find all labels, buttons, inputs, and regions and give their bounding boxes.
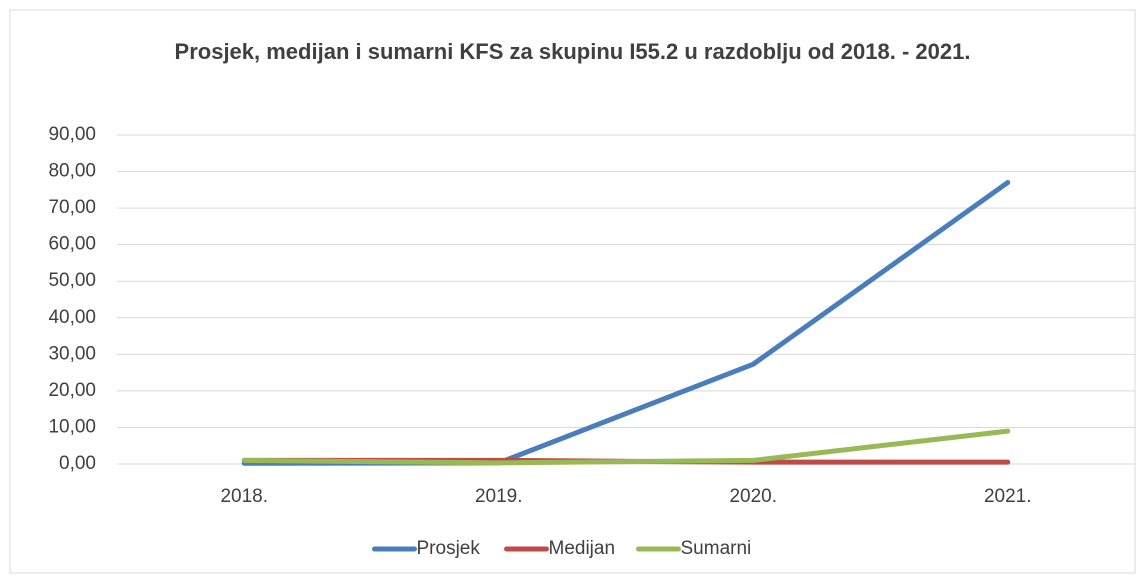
chart-border <box>9 9 1136 574</box>
legend-label: Medijan <box>549 538 616 559</box>
x-tick-label: 2019. <box>475 486 523 507</box>
y-tick-label: 40,00 <box>48 307 96 328</box>
x-tick-label: 2021. <box>984 486 1032 507</box>
x-tick-label: 2020. <box>729 486 777 507</box>
y-tick-label: 60,00 <box>48 234 96 255</box>
y-tick-label: 80,00 <box>48 161 96 182</box>
y-tick-label: 30,00 <box>48 343 96 364</box>
y-tick-label: 90,00 <box>48 124 96 145</box>
legend-label: Prosjek <box>417 538 481 559</box>
y-tick-label: 70,00 <box>48 197 96 218</box>
x-tick-label: 2018. <box>220 486 268 507</box>
series-line <box>241 428 1011 466</box>
chart-title: Prosjek, medijan i sumarni KFS za skupin… <box>174 39 971 64</box>
y-tick-label: 0,00 <box>59 453 96 474</box>
y-tick-label: 50,00 <box>48 270 96 291</box>
y-tick-label: 20,00 <box>48 380 96 401</box>
y-tick-label: 10,00 <box>48 416 96 437</box>
legend-label: Sumarni <box>681 538 752 559</box>
